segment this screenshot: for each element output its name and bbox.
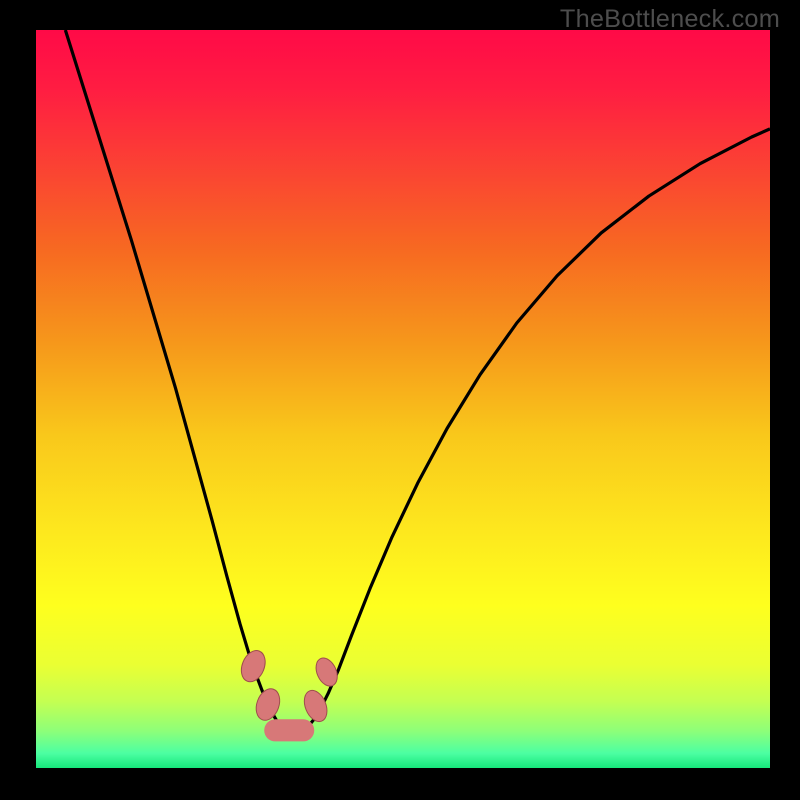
plot-area [36,30,770,768]
chart-frame: TheBottleneck.com [0,0,800,800]
gradient-background [36,30,770,768]
chart-svg [36,30,770,768]
